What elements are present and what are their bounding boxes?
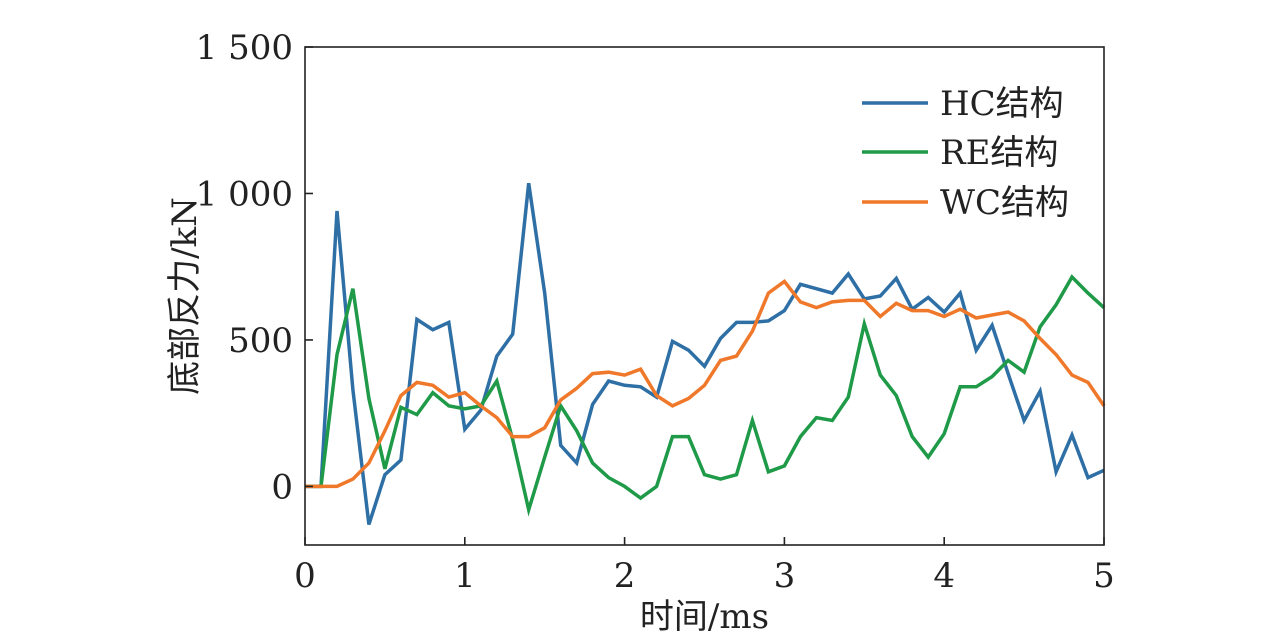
y-tick-label: 0	[271, 467, 293, 507]
x-tick-label: 1	[454, 556, 476, 596]
x-tick-label: 2	[614, 556, 636, 596]
legend: HC结构 RE结构 WC结构	[862, 84, 1069, 223]
series-line-1	[305, 274, 1106, 517]
plot-frame	[304, 46, 1105, 546]
x-tick-label: 3	[774, 556, 796, 596]
legend-label-wc: WC结构	[940, 183, 1069, 223]
x-tick-label: 4	[933, 556, 955, 596]
x-axis-label: 时间/ms	[640, 597, 769, 637]
series-line-2	[305, 278, 1106, 489]
series-line-0	[305, 182, 1105, 526]
legend-label-hc: HC结构	[940, 84, 1064, 124]
y-axis-label: 底部反力/kN	[165, 197, 205, 395]
legend-label-re: RE结构	[940, 133, 1058, 173]
y-tick-label: 500	[228, 321, 293, 361]
y-tick-label: 1 500	[196, 28, 293, 68]
ticks-layer: 0 1 2 3 4 5 0 500 1 000 1 500	[196, 28, 1115, 596]
y-tick-label: 1 000	[196, 174, 293, 214]
x-tick-label: 0	[294, 556, 316, 596]
series-layer	[305, 182, 1106, 526]
x-tick-label: 5	[1093, 556, 1115, 596]
